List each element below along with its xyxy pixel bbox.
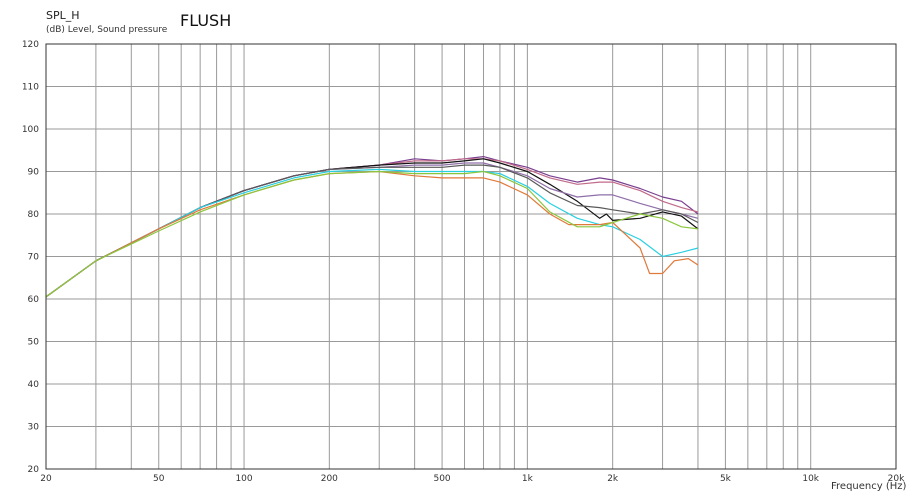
x-tick-label: 100 [235, 474, 252, 484]
y-tick-label: 100 [22, 125, 39, 135]
series-line-7 [45, 170, 699, 298]
y-tick-label: 50 [28, 338, 40, 348]
y-axis-title: SPL_H [46, 9, 80, 22]
series-line-8 [45, 170, 699, 298]
y-tick-label: 120 [22, 40, 39, 50]
x-tick-label: 200 [321, 474, 338, 484]
x-tick-label: 5k [720, 474, 732, 484]
x-tick-label: 20 [40, 474, 52, 484]
y-tick-label: 60 [28, 295, 40, 305]
grid [45, 43, 897, 470]
y-tick-labels: 20 30 40 50 60 70 80 90 100 110 120 [22, 40, 39, 475]
x-tick-label: 1k [522, 474, 534, 484]
x-tick-label: 20k [888, 474, 905, 484]
series-line-2 [45, 158, 699, 298]
y-tick-label: 40 [28, 380, 40, 390]
y-tick-label: 70 [28, 253, 40, 263]
x-tick-label: 50 [153, 474, 165, 484]
series-line-6 [45, 168, 699, 298]
plot-frame [45, 43, 897, 470]
series-line-4 [45, 162, 699, 298]
y-tick-label: 110 [22, 83, 39, 93]
y-axis-unit: (dB) Level, Sound pressure [46, 25, 168, 35]
chart-title: FLUSH [180, 11, 232, 30]
x-tick-label: 500 [433, 474, 450, 484]
y-tick-label: 90 [28, 168, 40, 178]
y-tick-label: 30 [28, 423, 40, 433]
series-line-5 [45, 164, 699, 298]
x-tick-label: 10k [802, 474, 819, 484]
x-axis-title: Frequency (Hz) [831, 481, 907, 492]
series-line-3 [45, 158, 699, 298]
y-tick-label: 20 [28, 465, 40, 475]
x-tick-labels: 20 50 100 200 500 1k 2k 5k 10k 20k [40, 474, 905, 484]
series-group [45, 156, 699, 298]
y-tick-label: 80 [28, 210, 40, 220]
x-tick-label: 2k [607, 474, 619, 484]
